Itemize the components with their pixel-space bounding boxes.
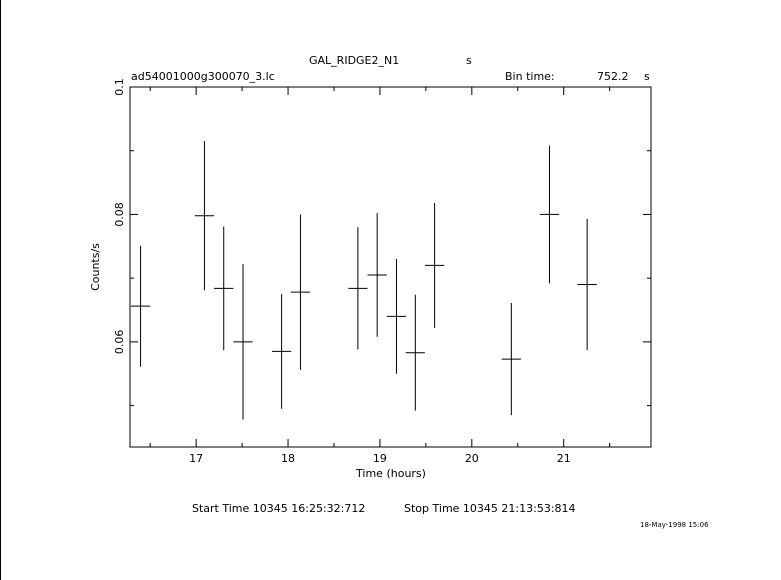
data-point — [405, 294, 425, 411]
y-axis-label: Counts/s — [89, 243, 102, 291]
y-tick-label: 0.06 — [113, 330, 126, 355]
data-point — [501, 303, 521, 416]
y-tick-label: 0.1 — [113, 78, 126, 96]
x-axis-label: Time (hours) — [355, 467, 426, 480]
data-point — [233, 264, 253, 420]
stop-time: Stop Time 10345 21:13:53:814 — [404, 502, 576, 515]
data-point — [367, 213, 387, 337]
data-point — [348, 227, 368, 350]
left-border-line — [0, 0, 1, 580]
data-point — [577, 218, 597, 351]
bin-time-unit: s — [644, 70, 650, 83]
x-tick-label: 17 — [189, 452, 203, 465]
object-unit: s — [466, 54, 472, 67]
data-point — [290, 214, 311, 370]
data-point — [130, 245, 151, 367]
x-tick-label: 19 — [373, 452, 387, 465]
object-name: GAL_RIDGE2_N1 — [309, 54, 399, 67]
data-point — [194, 141, 215, 291]
data-point — [386, 259, 407, 374]
bin-time-label: Bin time: — [505, 70, 555, 83]
data-point — [424, 202, 445, 328]
file-name: ad54001000g300070_3.lc — [131, 70, 275, 83]
y-tick-label: 0.08 — [113, 202, 126, 227]
plot-frame — [129, 86, 652, 448]
x-tick-label: 20 — [465, 452, 479, 465]
x-tick-label: 21 — [557, 452, 571, 465]
data-points — [130, 141, 597, 420]
start-time: Start Time 10345 16:25:32:712 — [192, 502, 365, 515]
date-stamp: 18-May-1998 15:06 — [640, 521, 709, 529]
data-point — [214, 226, 234, 351]
axis-tick-labels: 17 18 19 20 21 0.06 0.08 0.1 — [113, 78, 571, 465]
data-point — [539, 145, 560, 284]
data-point — [271, 294, 292, 409]
bin-time-value: 752.2 — [597, 70, 629, 83]
axis-ticks — [130, 86, 651, 447]
x-tick-label: 18 — [281, 452, 295, 465]
